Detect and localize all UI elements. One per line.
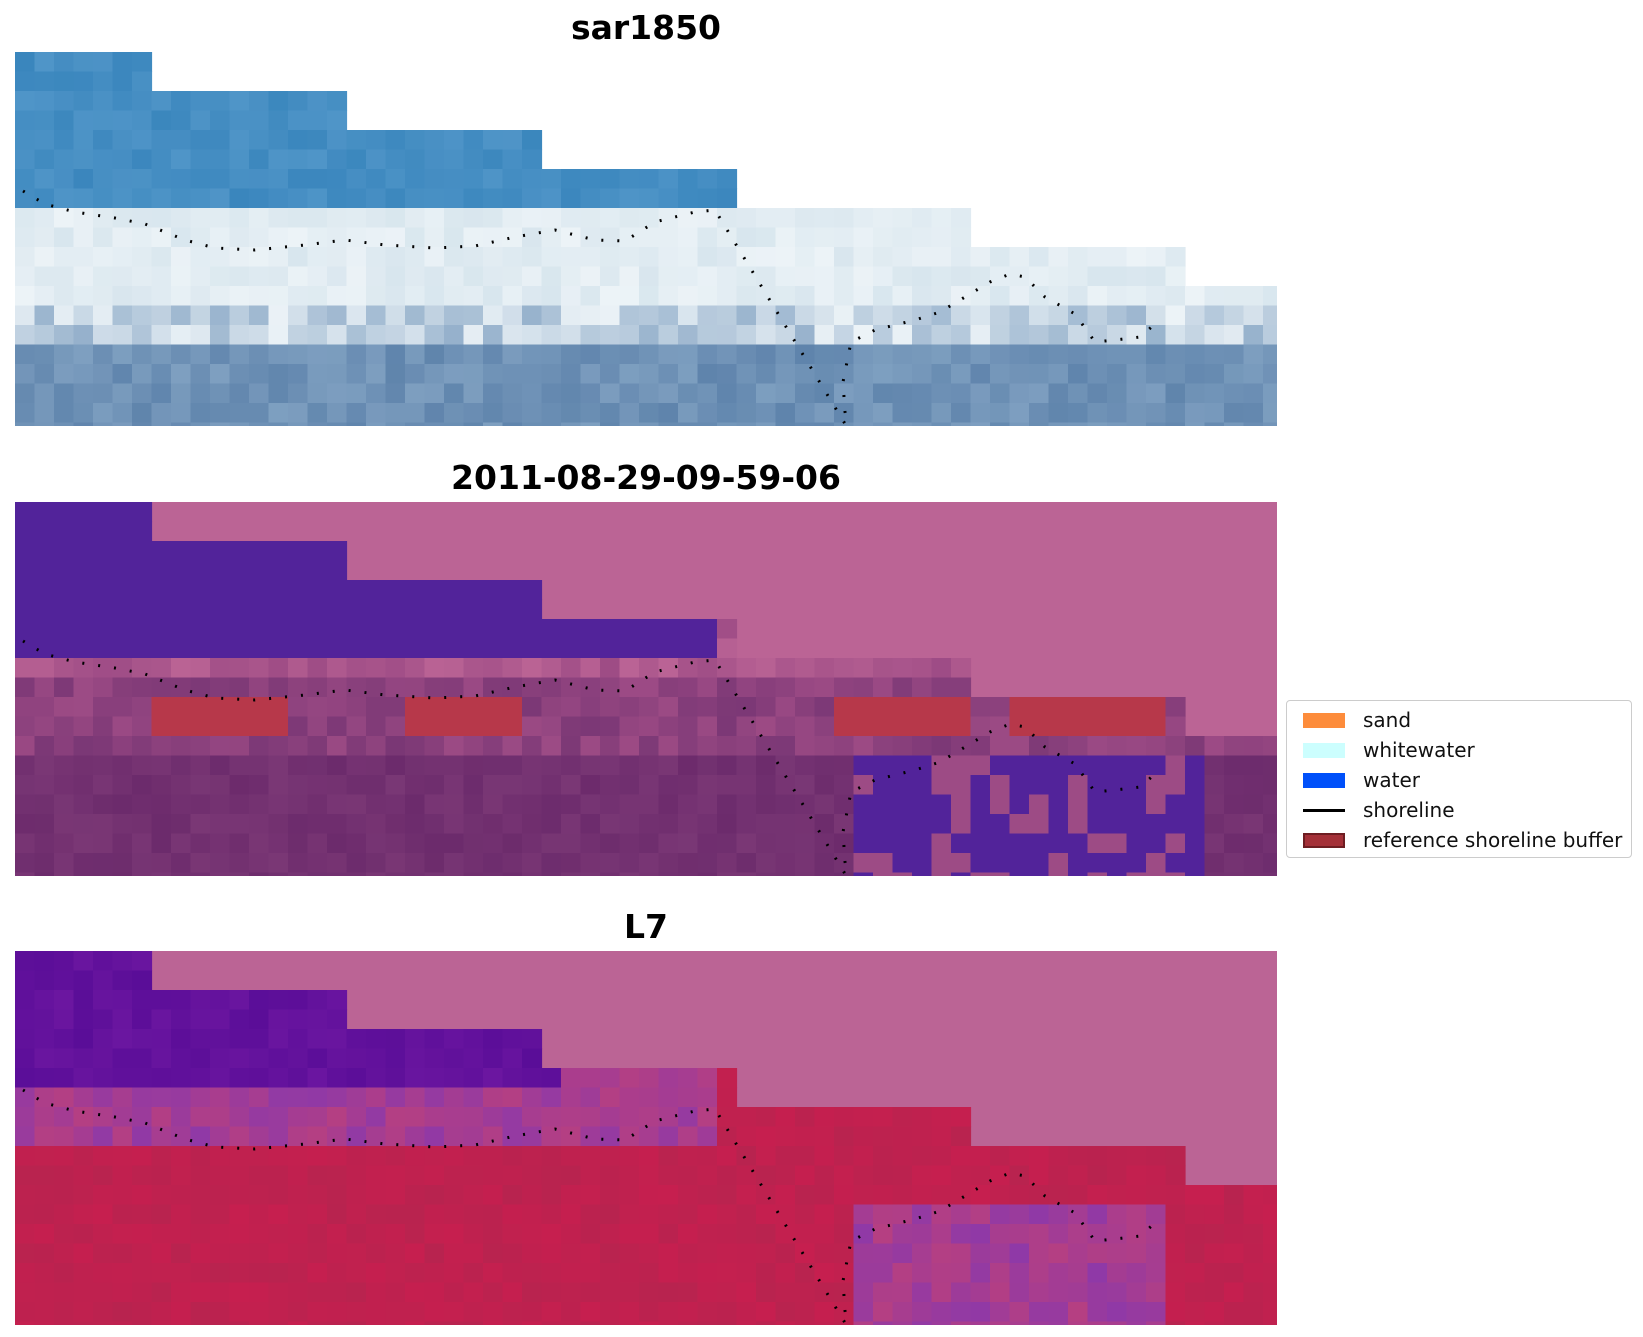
image-panel-sar1850	[15, 52, 1277, 426]
legend-item-shoreline: shoreline	[1295, 795, 1625, 825]
pixel-grid	[15, 52, 1277, 426]
legend-item-whitewater: whitewater	[1295, 735, 1625, 765]
whitewater-swatch	[1303, 743, 1345, 758]
legend-label: water	[1363, 768, 1420, 792]
sand-swatch	[1303, 713, 1345, 728]
panel-title-2: 2011-08-29-09-59-06	[451, 458, 841, 497]
water-swatch	[1303, 773, 1345, 788]
image-panel-l7	[15, 951, 1277, 1325]
legend-label: whitewater	[1363, 738, 1475, 762]
legend-item-buffer: reference shoreline buffer	[1295, 825, 1625, 855]
shoreline-line-swatch	[1303, 809, 1345, 812]
legend: sand whitewater water shoreline referenc…	[1286, 700, 1632, 858]
image-panel-classification	[15, 502, 1277, 876]
legend-item-sand: sand	[1295, 705, 1625, 735]
legend-item-water: water	[1295, 765, 1625, 795]
legend-label: shoreline	[1363, 798, 1455, 822]
panel-title-1: sar1850	[570, 8, 722, 47]
panel-title-3: L7	[624, 907, 668, 946]
buffer-swatch	[1303, 833, 1345, 848]
pixel-grid	[15, 502, 1277, 876]
legend-label: reference shoreline buffer	[1363, 828, 1623, 852]
pixel-grid	[15, 951, 1277, 1325]
legend-label: sand	[1363, 708, 1412, 732]
